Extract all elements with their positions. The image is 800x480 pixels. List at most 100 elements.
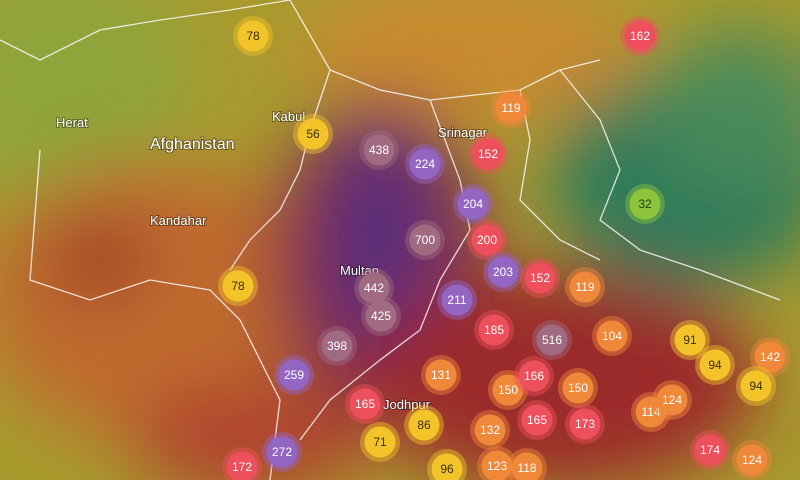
marker-dot (321, 330, 353, 362)
marker-dot (699, 349, 731, 381)
marker-value: 152 (530, 271, 550, 285)
marker-value: 123 (487, 459, 507, 473)
aqi-marker[interactable]: 56 (293, 114, 333, 154)
aqi-marker[interactable]: 700 (405, 220, 445, 260)
marker-dot (487, 256, 519, 288)
aqi-marker[interactable]: 96 (427, 449, 467, 480)
aqi-marker[interactable]: 132 (470, 410, 510, 450)
marker-value: 200 (477, 233, 497, 247)
aqi-marker[interactable]: 86 (404, 405, 444, 445)
marker-value: 119 (501, 101, 520, 115)
aqi-marker[interactable]: 71 (360, 422, 400, 462)
marker-value: 124 (742, 453, 762, 467)
aqi-marker[interactable]: 118 (507, 448, 547, 480)
marker-dot (511, 452, 543, 480)
marker-dot (471, 224, 503, 256)
marker-value: 173 (575, 417, 595, 431)
aqi-marker[interactable]: 94 (736, 366, 776, 406)
aqi-marker[interactable]: 123 (477, 446, 517, 480)
marker-dot (474, 414, 506, 446)
aqi-marker[interactable]: 119 (565, 267, 605, 307)
marker-dot (481, 450, 513, 480)
aqi-marker[interactable]: 78 (233, 16, 273, 56)
aqi-marker[interactable]: 442 (354, 268, 394, 308)
city-label: Kandahar (150, 213, 207, 228)
marker-dot (536, 324, 568, 356)
aqi-marker[interactable]: 259 (274, 355, 314, 395)
marker-dot (409, 148, 441, 180)
marker-value: 32 (638, 197, 652, 211)
aqi-marker[interactable]: 150 (558, 368, 598, 408)
marker-value: 700 (415, 233, 435, 247)
aqi-marker[interactable]: 91 (670, 320, 710, 360)
marker-value: 165 (355, 397, 375, 411)
city-label: Kabul (272, 109, 305, 124)
marker-dot (297, 118, 329, 150)
aqi-marker[interactable]: 224 (405, 144, 445, 184)
marker-value: 56 (306, 127, 320, 141)
aqi-marker[interactable]: 165 (517, 400, 557, 440)
marker-dot (736, 444, 768, 476)
aqi-marker[interactable]: 152 (468, 134, 508, 174)
aqi-marker[interactable]: 438 (359, 130, 399, 170)
aqi-marker[interactable]: 152 (520, 258, 560, 298)
marker-dot (674, 324, 706, 356)
aqi-markers: 78 162 119 56 438 224 152 204 32 700 200 203 152 119 7… (218, 16, 790, 480)
aqi-marker[interactable]: 32 (625, 184, 665, 224)
aqi-marker[interactable]: 78 (218, 266, 258, 306)
marker-value: 118 (517, 461, 536, 475)
aqi-marker[interactable]: 131 (421, 355, 461, 395)
aqi-marker[interactable]: 203 (483, 252, 523, 292)
marker-value: 150 (568, 381, 588, 395)
marker-value: 516 (542, 333, 562, 347)
marker-dot (562, 372, 594, 404)
marker-dot (524, 262, 556, 294)
aqi-marker[interactable]: 124 (652, 380, 692, 420)
marker-dot (226, 451, 258, 480)
aqi-marker[interactable]: 185 (474, 310, 514, 350)
aqi-marker[interactable]: 398 (317, 326, 357, 366)
marker-value: 96 (440, 462, 454, 476)
aqi-marker[interactable]: 124 (732, 440, 772, 480)
aqi-marker[interactable]: 172 (222, 447, 262, 480)
aqi-marker[interactable]: 174 (690, 430, 730, 470)
aqi-marker[interactable]: 104 (592, 316, 632, 356)
marker-value: 259 (284, 368, 304, 382)
marker-value: 166 (524, 369, 544, 383)
marker-value: 94 (708, 358, 722, 372)
marker-dot (492, 374, 524, 406)
aqi-marker[interactable]: 204 (453, 184, 493, 224)
city-label: Jodhpur (383, 397, 431, 412)
aqi-marker[interactable]: 166 (514, 356, 554, 396)
aqi-marker[interactable]: 162 (620, 16, 660, 56)
marker-dot (441, 284, 473, 316)
marker-dot (431, 453, 463, 480)
marker-dot (365, 300, 397, 332)
marker-value: 162 (630, 29, 650, 43)
marker-dot (740, 370, 772, 402)
marker-value: 172 (232, 460, 252, 474)
marker-value: 224 (415, 157, 435, 171)
aqi-marker[interactable]: 94 (695, 345, 735, 385)
marker-value: 165 (527, 413, 547, 427)
marker-dot (472, 138, 504, 170)
aqi-marker[interactable]: 142 (750, 337, 790, 377)
aqi-marker[interactable]: 173 (565, 404, 605, 444)
aqi-marker[interactable]: 119 (491, 88, 531, 128)
marker-value: 94 (749, 379, 763, 393)
marker-value: 142 (760, 350, 780, 364)
aqi-marker[interactable]: 516 (532, 320, 572, 360)
aqi-marker[interactable]: 425 (361, 296, 401, 336)
aqi-marker[interactable]: 200 (467, 220, 507, 260)
marker-value: 438 (369, 143, 389, 157)
aqi-marker[interactable]: 150 (488, 370, 528, 410)
aqi-marker[interactable]: 272 (262, 432, 302, 472)
marker-dot (596, 320, 628, 352)
marker-dot (569, 271, 601, 303)
marker-dot (266, 436, 298, 468)
marker-dot (629, 188, 661, 220)
aqi-marker[interactable]: 165 (345, 384, 385, 424)
aqi-marker[interactable]: 211 (437, 280, 477, 320)
marker-value: 78 (246, 29, 260, 43)
